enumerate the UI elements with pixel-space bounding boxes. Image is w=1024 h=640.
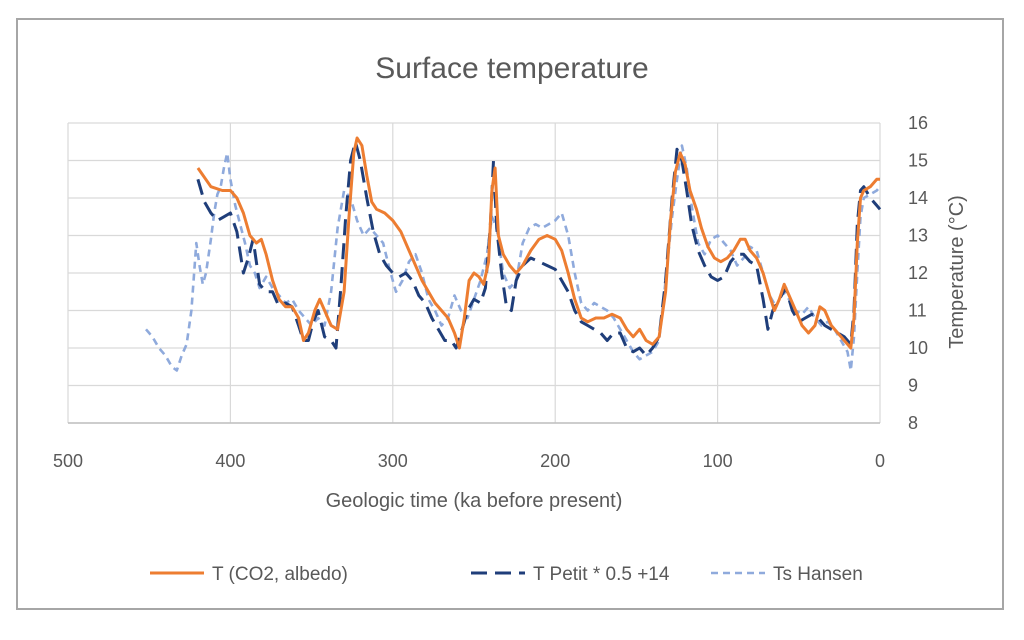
series-lines	[146, 138, 880, 371]
x-tick-label: 500	[53, 451, 83, 471]
y-tick-label: 9	[908, 376, 918, 396]
x-tick-label: 0	[875, 451, 885, 471]
y-axis-ticks: 8 9 10 11 12 13 14 15 16	[908, 113, 928, 433]
y-axis-title: Temperature (°C)	[946, 195, 968, 349]
y-tick-label: 15	[908, 151, 928, 171]
legend-label-3: Ts Hansen	[773, 564, 863, 585]
y-tick-label: 12	[908, 263, 928, 283]
y-tick-label: 11	[908, 301, 927, 321]
chart-svg: Surface temperature 500 400 300 200 100 0 8 9 1…	[18, 20, 1002, 608]
legend-label-2: T Petit * 0.5 +14	[533, 564, 670, 585]
x-axis-ticks: 500 400 300 200 100 0	[53, 451, 885, 471]
x-tick-label: 300	[378, 451, 408, 471]
y-tick-label: 8	[908, 413, 918, 433]
y-tick-label: 10	[908, 338, 928, 358]
legend-label-1: T (CO2, albedo)	[212, 564, 348, 585]
x-tick-label: 200	[540, 451, 570, 471]
x-axis-title: Geologic time (ka before present)	[326, 490, 623, 512]
legend: T (CO2, albedo) T Petit * 0.5 +14 Ts Hanse…	[150, 564, 863, 585]
chart-title: Surface temperature	[375, 52, 648, 85]
series-line-1	[198, 138, 880, 348]
x-tick-label: 400	[215, 451, 245, 471]
y-tick-label: 13	[908, 226, 928, 246]
chart-frame: Surface temperature 500 400 300 200 100 0 8 9 1…	[16, 18, 1004, 610]
y-tick-label: 14	[908, 188, 928, 208]
x-tick-label: 100	[703, 451, 733, 471]
y-tick-label: 16	[908, 113, 928, 133]
